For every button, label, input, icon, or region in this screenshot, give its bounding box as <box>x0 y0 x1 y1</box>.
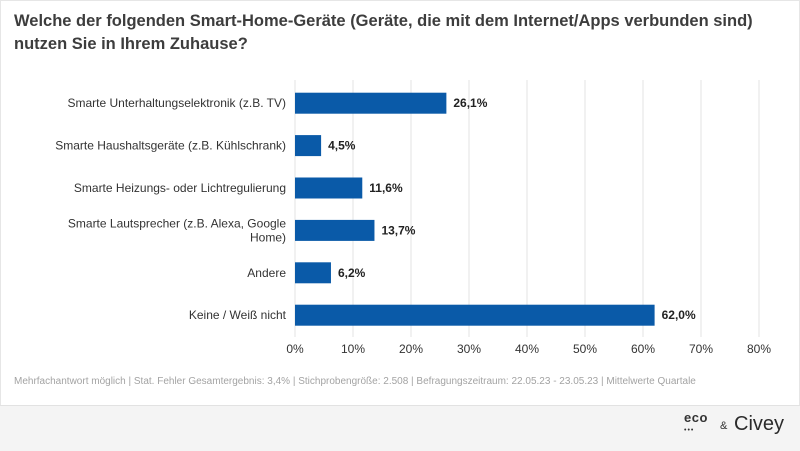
value-label: 62,0% <box>662 308 696 322</box>
value-label: 26,1% <box>453 96 487 110</box>
x-tick-label: 70% <box>689 342 713 356</box>
x-tick-label: 20% <box>399 342 423 356</box>
category-label-line: Smarte Lautsprecher (z.B. Alexa, Google <box>68 216 286 230</box>
bar <box>295 262 331 284</box>
value-label: 11,6% <box>369 181 403 195</box>
category-label: Smarte Haushaltsgeräte (z.B. Kühlschrank… <box>55 139 286 153</box>
category-label: Smarte Unterhaltungselektronik (z.B. TV) <box>67 96 286 110</box>
category-label-line: Home) <box>250 230 286 244</box>
category-label: Andere <box>247 266 286 280</box>
bar <box>295 92 447 114</box>
category-label: Keine / Weiß nicht <box>189 308 287 322</box>
category-label-line: Smarte Heizungs- oder Lichtregulierung <box>74 181 286 195</box>
x-tick-label: 0% <box>286 342 304 356</box>
x-tick-label: 10% <box>341 342 365 356</box>
bar <box>295 177 363 199</box>
x-tick-label: 30% <box>457 342 481 356</box>
footer-bar <box>0 405 800 451</box>
x-tick-label: 80% <box>747 342 771 356</box>
x-tick-label: 60% <box>631 342 655 356</box>
category-label-line: Smarte Unterhaltungselektronik (z.B. TV) <box>67 96 286 110</box>
value-label: 13,7% <box>381 223 415 237</box>
bar <box>295 304 655 326</box>
value-label: 6,2% <box>338 266 366 280</box>
category-label-line: Andere <box>247 266 286 280</box>
bar-chart: 0% 10% 20% 30% 40% 50% 60% 70% 80% Smarte Unterha… <box>55 80 771 356</box>
title-line-2: nutzen Sie in Ihrem Zuhause? <box>14 35 248 53</box>
footnote: Mehrfachantwort möglich | Stat. Fehler G… <box>14 376 696 387</box>
x-tick-label: 50% <box>573 342 597 356</box>
eco-logo: eco <box>684 410 708 425</box>
value-label: 4,5% <box>328 139 356 153</box>
title-line-1: Welche der folgenden Smart-Home-Geräte (… <box>14 12 753 30</box>
category-label: Smarte Lautsprecher (z.B. Alexa, Google H… <box>68 216 286 244</box>
category-label-line: Keine / Weiß nicht <box>189 308 287 322</box>
logo-ampersand: & <box>720 420 728 432</box>
category-label: Smarte Heizungs- oder Lichtregulierung <box>74 181 286 195</box>
civey-logo: Civey <box>734 413 785 435</box>
bar <box>295 219 375 241</box>
bar <box>295 135 322 157</box>
eco-logo-dots: ••• <box>684 427 695 434</box>
x-tick-label: 40% <box>515 342 539 356</box>
chart-title: Welche der folgenden Smart-Home-Geräte (… <box>14 10 784 56</box>
category-label-line: Smarte Haushaltsgeräte (z.B. Kühlschrank… <box>55 139 286 153</box>
